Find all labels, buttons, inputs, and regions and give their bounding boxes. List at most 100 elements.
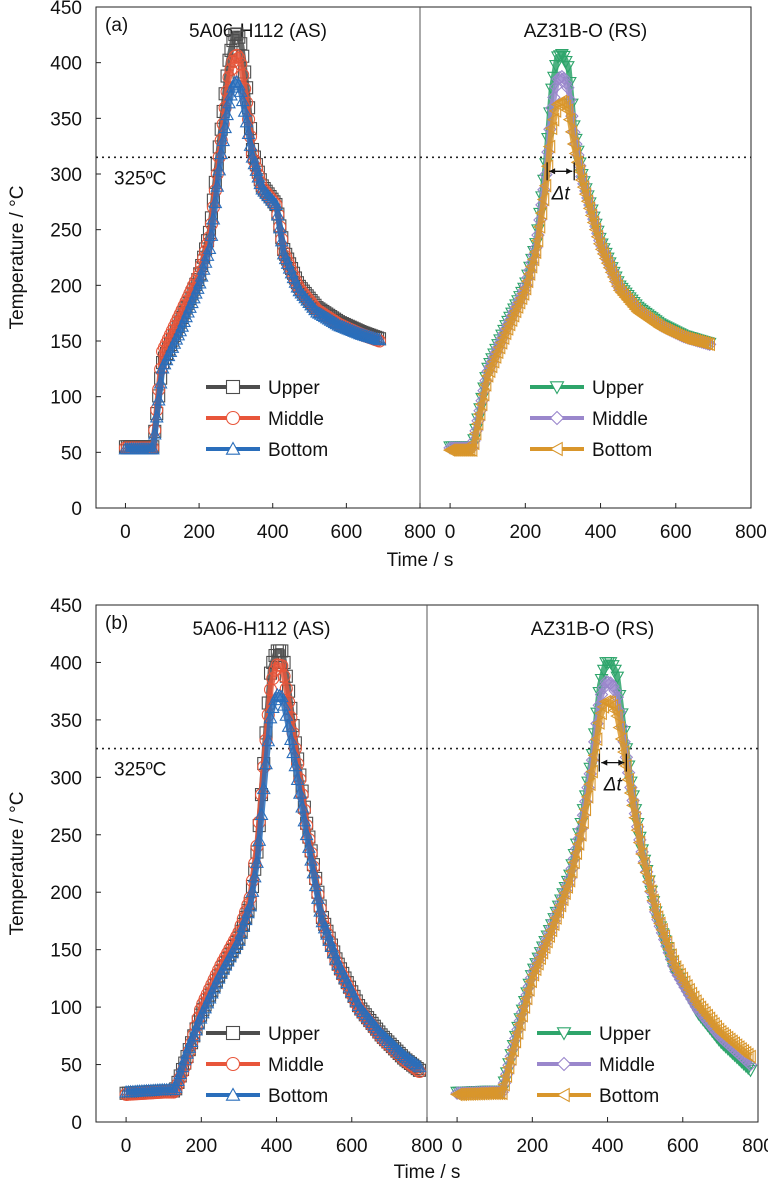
series-group	[118, 27, 387, 455]
data-point-bottom	[709, 1019, 722, 1034]
data-point-bottom	[216, 133, 231, 147]
data-point-bottom	[624, 297, 638, 312]
legend-entry-upper: Upper	[206, 1024, 320, 1045]
subplot-title: 5A06-H112 (AS)	[193, 619, 331, 640]
data-point-bottom	[470, 1086, 483, 1101]
data-point-bottom	[236, 919, 251, 933]
data-point-bottom	[194, 269, 209, 282]
data-point-bottom	[513, 1017, 526, 1032]
data-point-bottom	[368, 331, 383, 345]
legend-entry-bottom: Bottom	[206, 1086, 328, 1107]
data-point-bottom	[279, 708, 294, 721]
data-point-bottom	[356, 1004, 370, 1018]
threshold-label: 325ºC	[114, 760, 166, 781]
data-point-bottom	[704, 1014, 718, 1029]
data-point-bottom	[356, 328, 371, 341]
data-point-bottom	[673, 967, 686, 982]
data-point-bottom	[278, 251, 293, 265]
legend-marker	[225, 1025, 241, 1041]
data-point-middle	[234, 57, 248, 71]
data-point-bottom	[616, 288, 630, 302]
data-point-bottom	[374, 1026, 389, 1040]
data-point-bottom	[329, 316, 344, 330]
legend-entry-bottom: Bottom	[530, 440, 652, 461]
data-point-bottom	[333, 318, 348, 332]
data-point-bottom	[594, 706, 607, 721]
y-tick-label: 300	[50, 768, 82, 789]
data-point-bottom	[666, 954, 680, 969]
data-point-bottom	[181, 305, 195, 318]
data-point-bottom	[495, 1086, 508, 1101]
data-point-bottom	[655, 922, 668, 937]
data-point-bottom	[310, 891, 325, 904]
legend-marker	[225, 410, 241, 426]
data-point-bottom	[560, 103, 574, 118]
data-point-bottom	[315, 308, 330, 321]
legend-marker	[556, 1087, 570, 1103]
data-point-bottom	[410, 1058, 425, 1071]
data-point-bottom	[524, 974, 537, 989]
y-tick-label: 250	[50, 221, 82, 242]
data-point-upper	[548, 59, 563, 73]
x-tick-label: 400	[585, 522, 617, 543]
data-point-upper	[230, 27, 244, 41]
data-point-bottom	[317, 309, 332, 323]
legend-marker	[556, 1056, 572, 1072]
data-point-bottom	[196, 262, 211, 275]
chart-panel-b: 0 50 100 150 200 250 300 350 400 450 Temperature /…	[7, 596, 768, 1183]
legend-label: Upper	[592, 378, 644, 399]
data-point-bottom	[365, 1015, 380, 1029]
data-point-bottom	[297, 813, 312, 827]
data-point-bottom	[598, 694, 612, 709]
data-point-bottom	[349, 325, 363, 338]
data-point-bottom	[231, 933, 246, 946]
data-point-bottom	[668, 960, 682, 974]
data-point-bottom	[243, 138, 258, 151]
data-point-bottom	[252, 833, 267, 846]
data-point-bottom	[462, 443, 476, 458]
delta-arrowhead-right	[566, 168, 573, 175]
data-point-bottom	[283, 732, 298, 745]
threshold-label: 325ºC	[114, 168, 166, 189]
data-point-bottom	[691, 997, 704, 1012]
data-point-bottom	[702, 1011, 716, 1026]
data-point-bottom	[183, 300, 197, 313]
data-point-middle	[551, 72, 565, 86]
data-point-bottom	[533, 951, 546, 966]
legend-label: Bottom	[268, 440, 328, 461]
data-point-bottom	[149, 410, 164, 423]
legend-label: Bottom	[599, 1086, 659, 1107]
data-point-middle	[232, 51, 246, 65]
data-point-bottom	[358, 328, 373, 342]
data-point-bottom	[497, 1077, 510, 1092]
data-point-bottom	[449, 1087, 463, 1102]
data-point-bottom	[590, 229, 604, 244]
data-point-bottom	[622, 295, 636, 310]
x-tick-label: 600	[331, 522, 363, 543]
data-point-bottom	[625, 798, 639, 813]
data-point-bottom	[253, 176, 268, 190]
legend-label: Bottom	[268, 1086, 328, 1107]
data-point-bottom	[686, 990, 700, 1005]
data-point-bottom	[341, 322, 356, 335]
data-point-bottom	[304, 853, 319, 866]
data-point-bottom	[616, 745, 630, 759]
legend-entry-middle: Middle	[206, 409, 324, 430]
data-point-bottom	[276, 246, 291, 260]
data-point-middle	[599, 675, 613, 689]
data-point-upper	[560, 61, 575, 74]
data-point-bottom	[544, 923, 558, 938]
data-point-bottom	[292, 786, 307, 799]
data-point-bottom	[383, 1035, 398, 1049]
data-point-bottom	[198, 255, 213, 268]
x-tick-label: 400	[261, 1136, 293, 1157]
data-point-bottom	[644, 884, 657, 899]
legend-label: Middle	[268, 1055, 324, 1076]
subplot-as: 0 200 400 600 800 5A06-H112 (AS) Upper Middle Bo…	[118, 21, 436, 543]
data-point-bottom	[286, 745, 301, 759]
data-point-bottom	[286, 270, 301, 284]
panel-label: (a)	[105, 15, 128, 36]
data-point-upper	[554, 49, 569, 62]
data-point-bottom	[522, 267, 536, 281]
data-point-bottom	[517, 1000, 531, 1015]
